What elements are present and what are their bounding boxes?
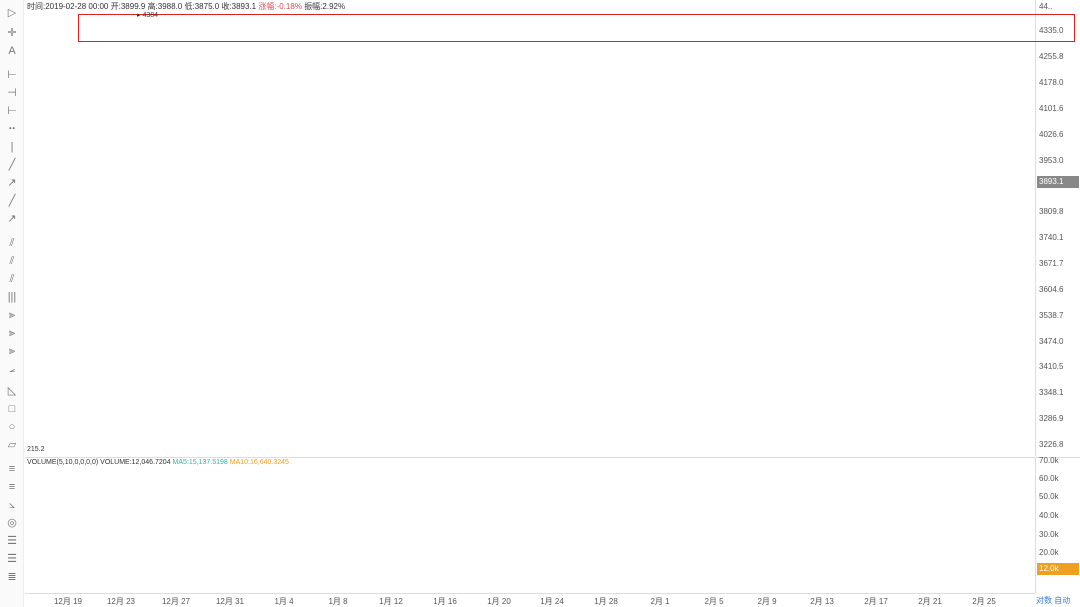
list-icon[interactable]: ≡ bbox=[8, 481, 16, 493]
fib-arc-icon[interactable]: ⦟ bbox=[8, 363, 16, 375]
list2-icon[interactable]: ☰ bbox=[7, 535, 17, 547]
fib-extension-icon[interactable]: ⫸ bbox=[8, 327, 16, 339]
price-tick-label: 4026.6 bbox=[1039, 130, 1064, 139]
current-volume-tag: 12.0k bbox=[1037, 563, 1079, 575]
time-tick-label: 12月 31 bbox=[215, 597, 245, 606]
price-tick-label: 3740.1 bbox=[1039, 233, 1064, 242]
info-amplitude: 振幅:2.92% bbox=[304, 2, 346, 11]
text-icon[interactable]: A bbox=[8, 45, 16, 57]
info-low: 低:3875.0 bbox=[184, 2, 220, 11]
fib-fan-icon[interactable]: ⫸ bbox=[8, 345, 16, 357]
volume-legend: VOLUME(5,10,0,0,0,0) VOLUME:12,046.7204 … bbox=[27, 459, 289, 466]
time-tick-label: 1月 12 bbox=[379, 597, 403, 606]
vlines-icon[interactable]: ||| bbox=[7, 291, 17, 303]
price-tick-label: 3474.0 bbox=[1039, 337, 1064, 346]
info-change: 涨幅:-0.18% bbox=[258, 2, 302, 11]
pitchfork-icon[interactable]: ⫽ bbox=[9, 273, 15, 285]
time-tick-label: 1月 8 bbox=[328, 597, 348, 606]
volume-tick-label: 40.0k bbox=[1039, 511, 1059, 520]
info-time: 时间:2019-02-28 00:00 bbox=[27, 2, 109, 11]
price-tick-label: 3410.5 bbox=[1039, 362, 1064, 371]
price-tick-label: 3953.0 bbox=[1039, 156, 1064, 165]
ohlc-info-bar: 时间:2019-02-28 00:00 开:3899.9 高:3988.0 低:… bbox=[27, 1, 345, 12]
time-tick-label: 2月 25 bbox=[972, 597, 996, 606]
time-tick-label: 1月 16 bbox=[433, 597, 457, 606]
hsegment-icon[interactable]: ⊢ bbox=[7, 105, 17, 117]
fib-retracement-icon[interactable]: ⫸ bbox=[8, 309, 16, 321]
time-tick-label: 2月 1 bbox=[650, 597, 670, 606]
ray-icon[interactable]: ↗ bbox=[7, 177, 17, 189]
peak-price-label: ▸ 4384 bbox=[137, 12, 159, 19]
dots-icon[interactable]: ꞏꞏ bbox=[8, 123, 16, 135]
segment-icon[interactable]: ╱ bbox=[8, 195, 16, 207]
price-tick-label: 3286.9 bbox=[1039, 414, 1064, 423]
spiral-icon[interactable]: ◎ bbox=[7, 517, 17, 529]
more-lines-icon[interactable]: ≡ bbox=[8, 463, 16, 475]
price-tick-label: 3538.7 bbox=[1039, 311, 1064, 320]
volume-tick-label: 20.0k bbox=[1039, 548, 1059, 557]
angle-icon[interactable]: ⦣ bbox=[8, 499, 16, 511]
volume-legend-value: VOLUME:12,046.7204 bbox=[100, 459, 171, 466]
time-axis[interactable]: 12月 19 12月 23 12月 27 12月 31 1月 4 1月 8 1月 12 1月 … bbox=[25, 593, 1035, 607]
price-tick-label: 3809.8 bbox=[1039, 207, 1064, 216]
volume-legend-name: VOLUME(5,10,0,0,0,0) bbox=[27, 459, 99, 466]
volume-tick-label: 60.0k bbox=[1039, 474, 1059, 483]
time-tick-label: 2月 21 bbox=[918, 597, 942, 606]
volume-tick-label: 70.0k bbox=[1039, 456, 1059, 465]
arrow-line-icon[interactable]: ↗ bbox=[7, 213, 17, 225]
cursor-icon[interactable]: ▷ bbox=[7, 7, 17, 19]
vline-icon[interactable]: | bbox=[10, 141, 14, 153]
time-tick-label: 1月 4 bbox=[274, 597, 294, 606]
time-tick-label: 12月 19 bbox=[53, 597, 83, 606]
time-tick-label: 1月 24 bbox=[540, 597, 564, 606]
highlight-box bbox=[78, 14, 1075, 42]
price-axis[interactable]: 44.. 4335.0 4255.8 4178.0 4101.6 4026.6 3953.0… bbox=[1035, 0, 1080, 456]
log-scale-button[interactable]: 对数 bbox=[1036, 596, 1052, 605]
regression-icon[interactable]: ⫽ bbox=[9, 255, 15, 267]
time-tick-label: 12月 27 bbox=[161, 597, 191, 606]
info-close: 收:3893.1 bbox=[221, 2, 257, 11]
price-tick-label: 4255.8 bbox=[1039, 52, 1064, 61]
list3-icon[interactable]: ☰ bbox=[7, 553, 17, 565]
time-tick-label: 2月 13 bbox=[810, 597, 834, 606]
triangle-icon[interactable]: ◺ bbox=[7, 385, 17, 397]
time-tick-label: 1月 20 bbox=[487, 597, 511, 606]
time-tick-label: 2月 17 bbox=[864, 597, 888, 606]
volume-legend-ma10: MA10:16,640.3245 bbox=[229, 459, 289, 466]
info-open: 开:3899.9 bbox=[110, 2, 146, 11]
time-tick-label: 12月 23 bbox=[106, 597, 136, 606]
parallelogram-icon[interactable]: ▱ bbox=[7, 439, 17, 451]
current-price-tag: 3893.1 bbox=[1037, 176, 1079, 188]
volume-chart[interactable] bbox=[25, 457, 1035, 593]
hray-icon[interactable]: ⊣ bbox=[7, 87, 17, 99]
price-tick-label: 4101.6 bbox=[1039, 104, 1064, 113]
parallel-channel-icon[interactable]: ⫽ bbox=[9, 237, 15, 249]
drawing-toolbar: ▷ ✛ A ⊢ ⊣ ⊢ ꞏꞏ | ╱ ↗ ╱ ↗ ⫽ ⫽ ⫽ ||| ⫸ ⫸ ⫸ ⦟ ◺ □ ○ ▱ ≡ ≡ ⦣ ◎ ☰ ☰ ≣ bbox=[0, 0, 24, 607]
price-tick-label: 3604.6 bbox=[1039, 285, 1064, 294]
price-tick-label: 4335.0 bbox=[1039, 26, 1064, 35]
crosshair-icon[interactable]: ✛ bbox=[7, 27, 17, 39]
auto-scale-button[interactable]: 自动 bbox=[1054, 596, 1071, 605]
volume-legend-ma5: MA5:15,137.5198 bbox=[172, 459, 228, 466]
price-tick-label: 4178.0 bbox=[1039, 78, 1064, 87]
volume-tick-label: 30.0k bbox=[1039, 530, 1059, 539]
price-tick-label: 3671.7 bbox=[1039, 259, 1064, 268]
bars-icon[interactable]: ≣ bbox=[7, 571, 17, 583]
rectangle-icon[interactable]: □ bbox=[8, 403, 16, 415]
trendline-icon[interactable]: ╱ bbox=[8, 159, 16, 171]
price-tick-label: 3348.1 bbox=[1039, 388, 1064, 397]
time-tick-label: 2月 9 bbox=[757, 597, 777, 606]
low-price-label: 215.2 bbox=[27, 446, 45, 453]
price-tick-label: 44.. bbox=[1039, 2, 1053, 11]
scale-buttons: 对数 自动 bbox=[1036, 595, 1070, 606]
price-chart[interactable] bbox=[25, 0, 1035, 456]
info-high: 高:3988.0 bbox=[147, 2, 183, 11]
circle-icon[interactable]: ○ bbox=[8, 421, 16, 433]
time-tick-label: 1月 28 bbox=[594, 597, 618, 606]
volume-tick-label: 50.0k bbox=[1039, 492, 1059, 501]
hline-icon[interactable]: ⊢ bbox=[7, 69, 17, 81]
price-tick-label: 3226.8 bbox=[1039, 440, 1064, 449]
time-tick-label: 2月 5 bbox=[704, 597, 724, 606]
